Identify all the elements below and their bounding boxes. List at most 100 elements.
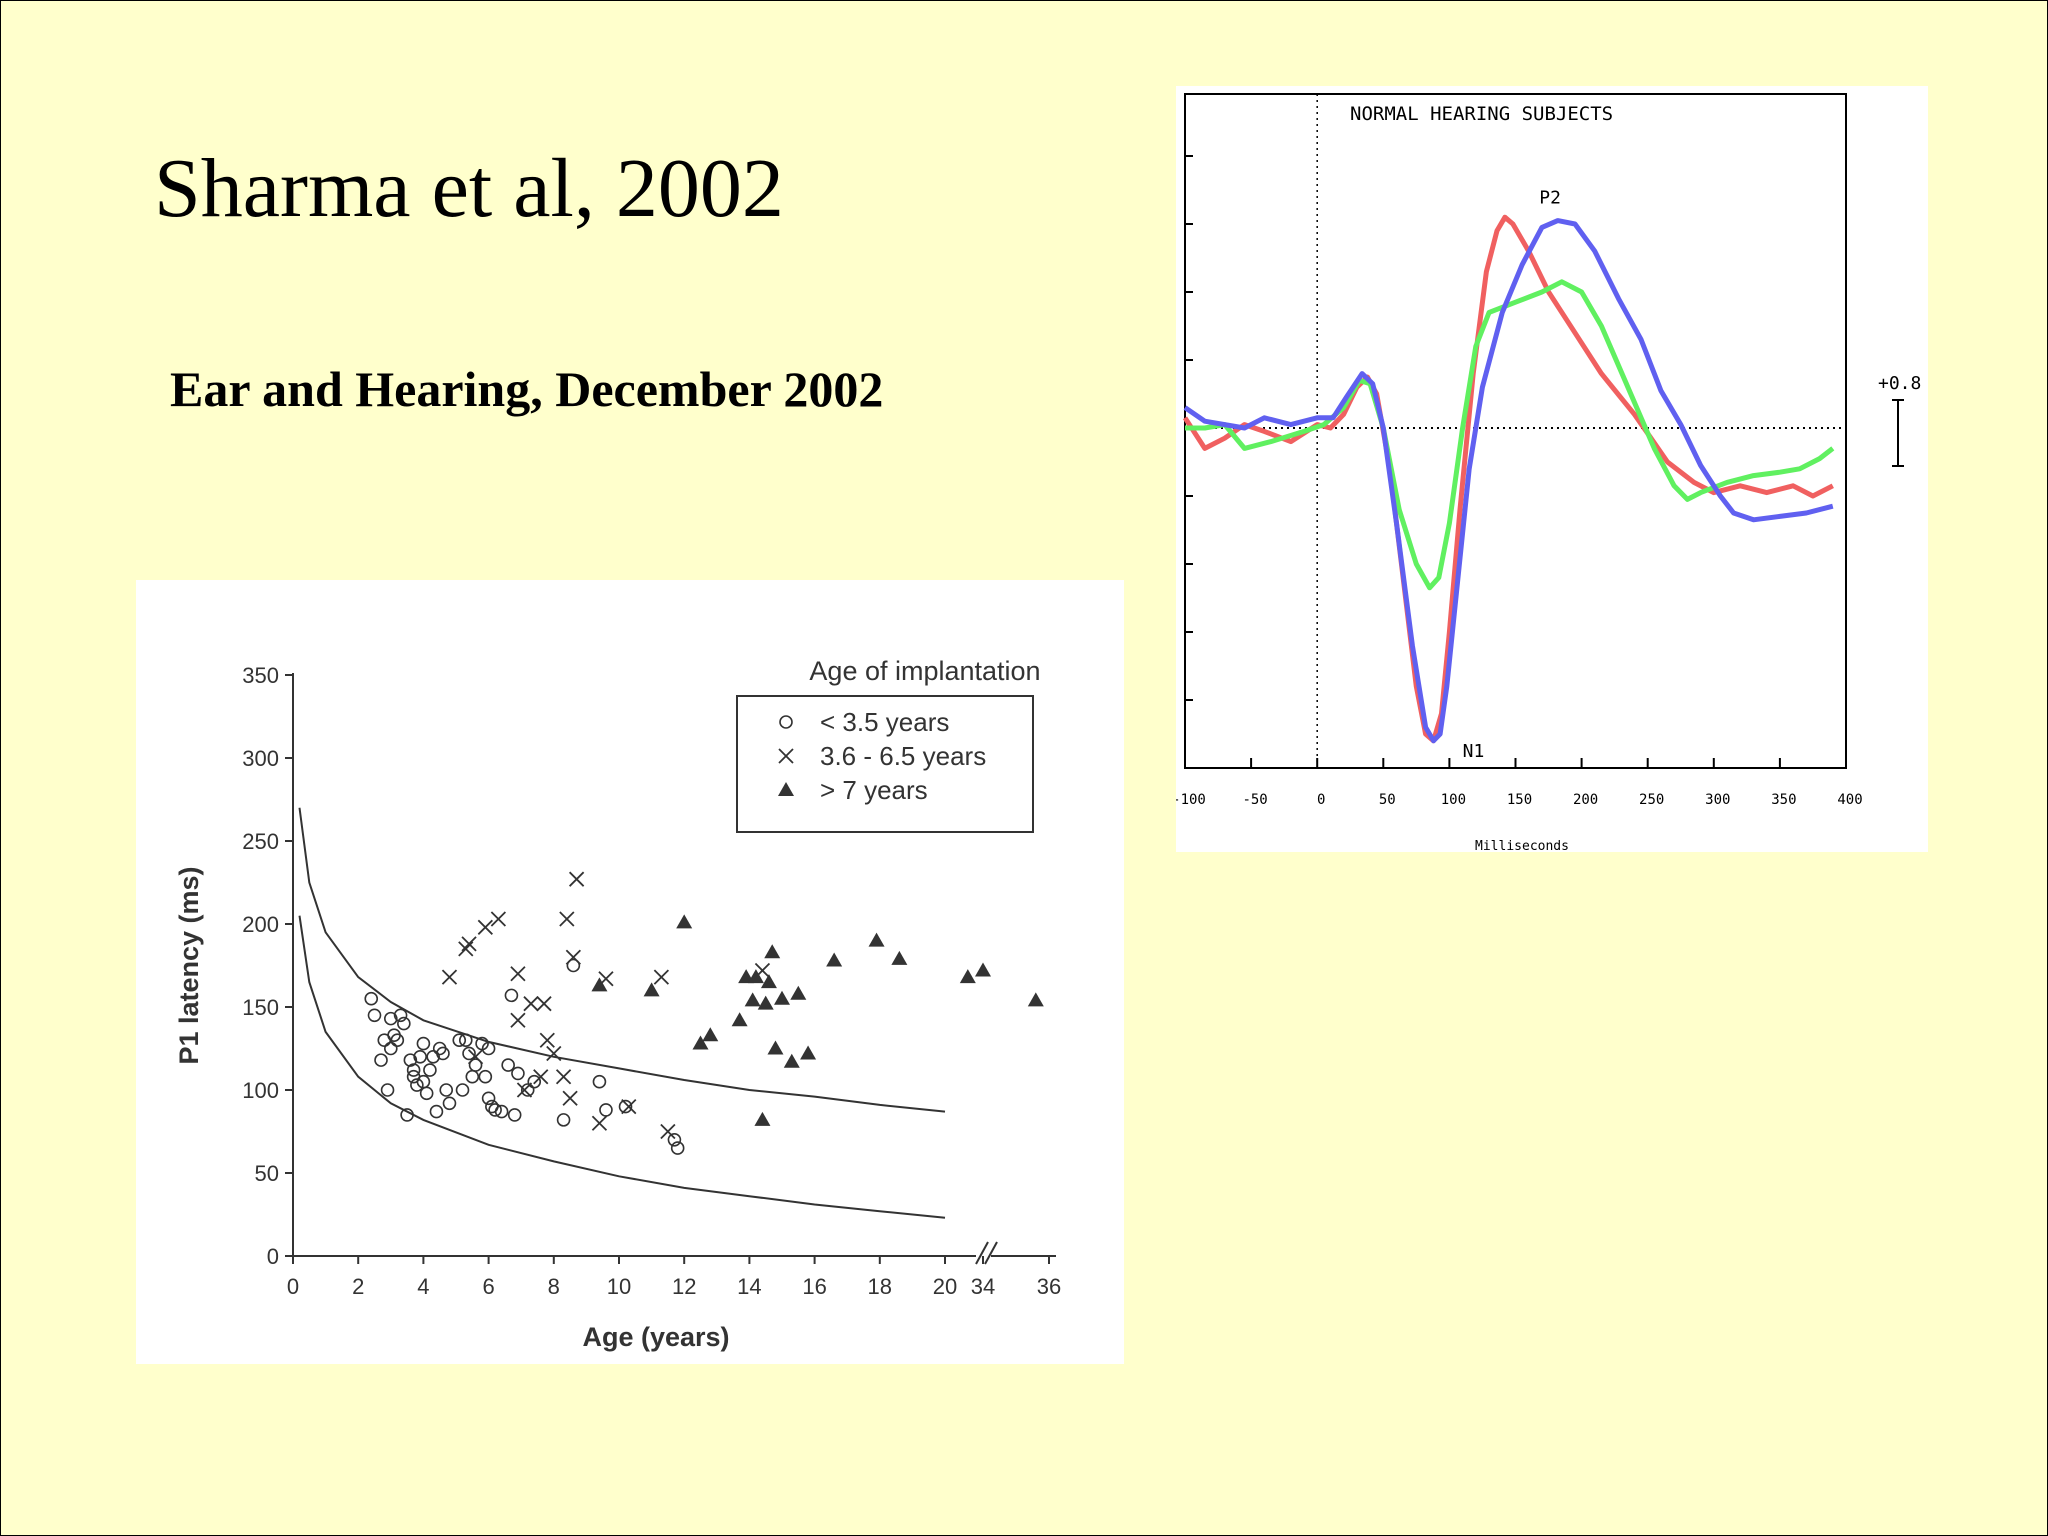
peak-label-n1: N1 [1463, 741, 1485, 762]
data-point-triangle [800, 1045, 817, 1060]
data-point-x [510, 1012, 526, 1028]
legend-box [736, 695, 1034, 833]
data-point-triangle [754, 1111, 771, 1126]
data-point-circle [507, 1108, 522, 1122]
data-point-circle [384, 1041, 398, 1056]
x-tick-label: 36 [1037, 1274, 1061, 1299]
data-point-x [490, 911, 507, 927]
data-point-circle [410, 1078, 424, 1092]
data-point-x [539, 1032, 555, 1048]
data-point-x [533, 1069, 549, 1085]
data-point-x [568, 871, 585, 887]
data-point-circle [592, 1074, 607, 1089]
data-point-triangle [767, 1040, 784, 1055]
erp-x-tick-label: 200 [1573, 792, 1598, 808]
data-point-circle [442, 1096, 457, 1111]
data-point-x [516, 1082, 533, 1098]
data-point-circle [501, 1058, 515, 1072]
x-tick-label: 8 [548, 1274, 560, 1299]
axis-break-slash [984, 1241, 998, 1265]
data-point-circle [419, 1086, 434, 1101]
data-point-circle [458, 1033, 473, 1048]
y-tick-label: 250 [242, 829, 279, 854]
data-point-x [536, 996, 552, 1012]
legend-marker [779, 715, 793, 729]
data-point-x [660, 1123, 676, 1140]
y-axis-label: P1 latency (ms) [174, 866, 204, 1064]
scale-bar [1892, 399, 1904, 467]
y-tick-label: 0 [267, 1244, 279, 1269]
y-tick-label: 350 [242, 663, 279, 688]
data-point-circle [566, 958, 581, 973]
x-tick-label: 2 [352, 1274, 364, 1299]
erp-x-tick-label: 250 [1639, 792, 1664, 808]
data-point-circle [429, 1104, 444, 1119]
data-point-circle [618, 1099, 633, 1114]
data-point-circle [488, 1103, 502, 1117]
data-point-circle [465, 1069, 480, 1084]
data-point-x [461, 936, 477, 952]
erp-chart-panel: -100 -50 0 50 100 150 200 250 300 350 400 NORMAL H… [1176, 86, 1928, 852]
x-tick-label: 4 [417, 1274, 429, 1299]
data-point-circle [400, 1108, 414, 1122]
y-tick-label: 300 [242, 746, 279, 771]
data-point-x [565, 949, 581, 965]
erp-x-tick-label: 350 [1771, 792, 1796, 808]
data-point-circle [556, 1113, 571, 1127]
x-tick-label: 12 [672, 1274, 696, 1299]
data-point-x [441, 969, 458, 985]
y-tick-label: 200 [242, 912, 279, 937]
x-tick-label: 6 [482, 1274, 494, 1299]
legend-entry-label: < 3.5 years [820, 707, 949, 737]
data-point-triangle [826, 952, 843, 967]
data-point-circle [520, 1083, 535, 1097]
x-tick-label: 16 [802, 1274, 826, 1299]
data-point-circle [426, 1049, 440, 1064]
data-point-triangle [731, 1012, 748, 1027]
erp-x-tick-label: 0 [1317, 792, 1325, 808]
data-point-circle [413, 1049, 427, 1064]
data-point-circle [478, 1069, 493, 1084]
data-point-x [467, 1049, 484, 1065]
x-tick-label: 20 [933, 1274, 957, 1299]
data-point-triangle [676, 914, 693, 929]
data-point-triangle [760, 974, 777, 989]
erp-waveform-1 [1185, 279, 1835, 591]
data-point-circle [527, 1074, 542, 1089]
data-point-x [477, 919, 493, 935]
scatter-chart: 0 50 100 150 200 250 300 350 0 2 4 6 8 10 12 14 16 18 20 3… [174, 656, 1061, 1352]
normative-limit-curve [298, 915, 946, 1219]
data-point-circle [406, 1063, 421, 1077]
scatter-chart-panel: 0 50 100 150 200 250 300 350 0 2 4 6 8 10 12 14 16 18 20 3… [136, 580, 1124, 1364]
data-point-circle [393, 1008, 408, 1023]
data-point-triangle [975, 962, 991, 977]
data-point-circle [494, 1104, 509, 1119]
data-point-circle [439, 1083, 454, 1097]
y-tick-label: 50 [255, 1161, 279, 1186]
legend-entry-label: > 7 years [820, 775, 928, 805]
erp-x-tick-label: 150 [1507, 792, 1532, 808]
data-point-triangle [1027, 992, 1044, 1007]
data-point-x [458, 941, 474, 957]
erp-x-tick-label: -50 [1242, 792, 1267, 808]
data-point-circle [670, 1141, 685, 1155]
data-point-triangle [764, 944, 781, 959]
data-point-x [555, 1069, 572, 1085]
slide-title: Sharma et al, 2002 [154, 142, 784, 235]
data-point-circle [403, 1053, 418, 1067]
data-point-circle [667, 1132, 682, 1147]
data-point-circle [455, 1083, 470, 1097]
x-tick-label: 0 [287, 1274, 299, 1299]
data-point-circle [397, 1016, 411, 1031]
normative-limit-curve [298, 807, 946, 1113]
data-point-triangle [702, 1027, 719, 1042]
data-point-circle [416, 1036, 431, 1051]
data-point-triangle [774, 990, 790, 1005]
data-point-x [621, 1098, 637, 1115]
peak-label-p2: P2 [1539, 188, 1561, 209]
scale-bar-label: +0.8 [1878, 373, 1921, 394]
data-point-circle [452, 1033, 467, 1048]
data-point-x [653, 969, 670, 985]
data-point-circle [380, 1083, 395, 1097]
data-point-circle [384, 1011, 398, 1026]
